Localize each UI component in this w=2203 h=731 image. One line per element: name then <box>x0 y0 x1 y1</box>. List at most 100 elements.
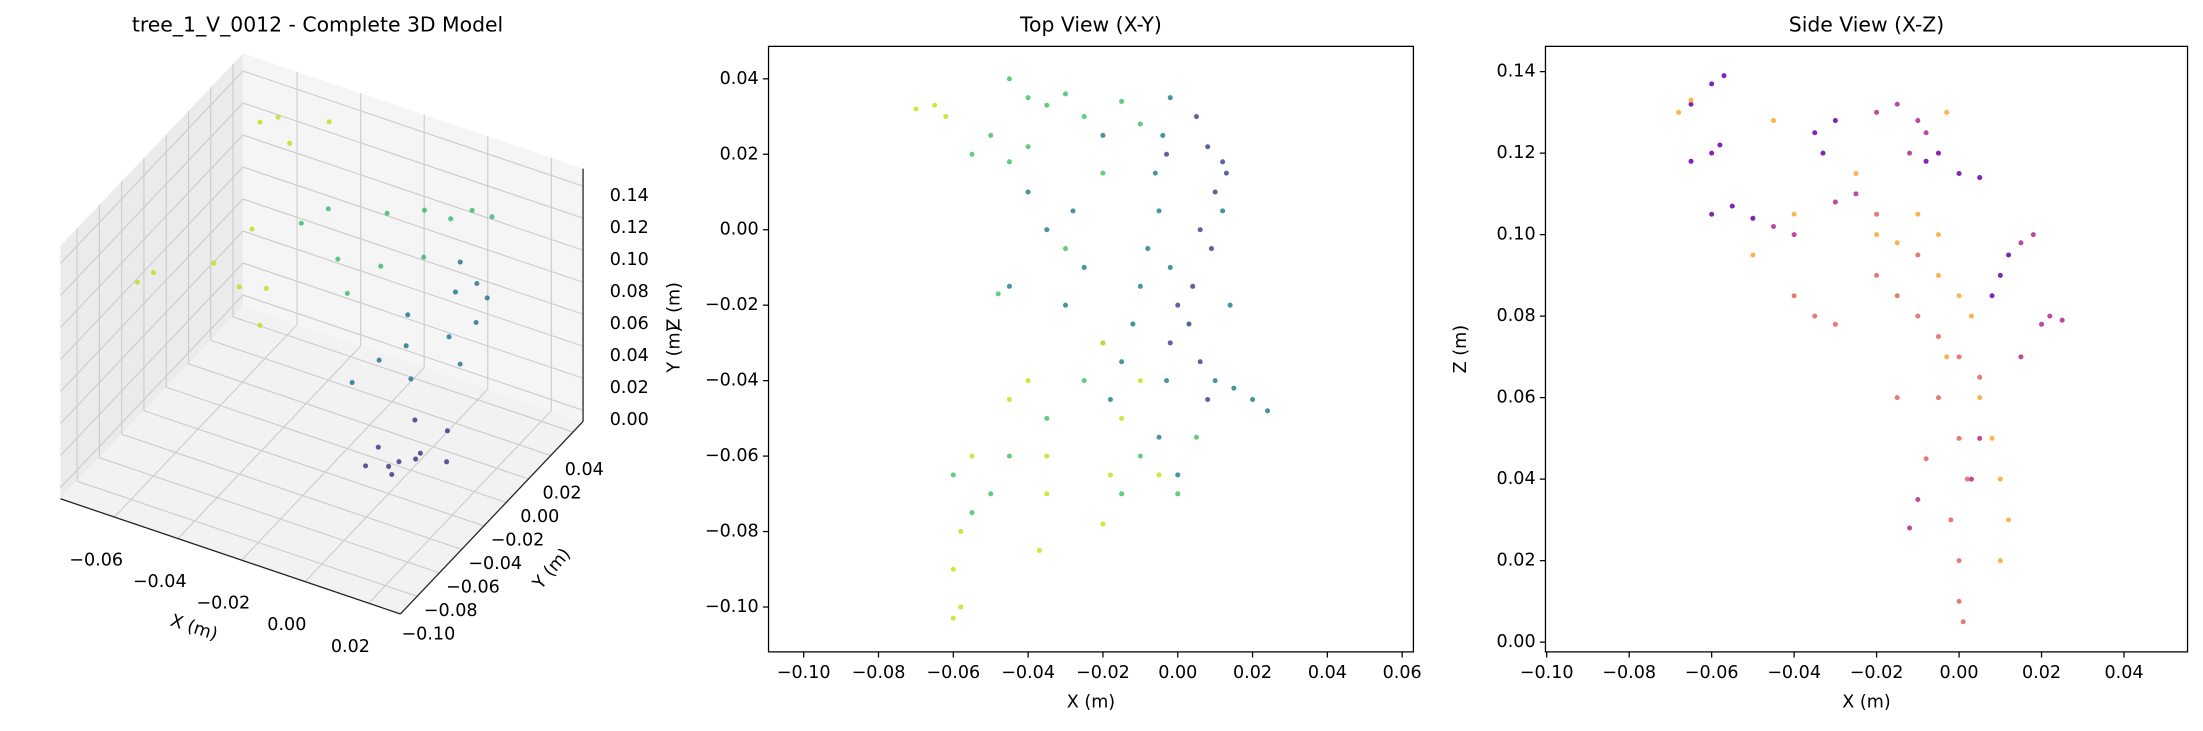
point <box>1167 264 1173 270</box>
point <box>988 132 994 138</box>
point <box>1923 456 1929 462</box>
x-axis-label: X (m) <box>168 611 220 645</box>
point <box>2006 517 2012 523</box>
point <box>1163 151 1170 157</box>
grid-line <box>242 262 584 379</box>
point <box>1190 283 1196 289</box>
grid-line <box>242 294 584 411</box>
point <box>995 291 1001 297</box>
point <box>1137 378 1143 384</box>
grid-line <box>99 457 440 574</box>
point <box>325 206 331 212</box>
point <box>474 280 480 287</box>
point <box>1205 144 1211 150</box>
point <box>1264 408 1271 414</box>
point <box>2006 252 2012 258</box>
point <box>1231 385 1237 391</box>
point <box>1208 246 1214 252</box>
point <box>1156 472 1162 478</box>
grid-line <box>241 367 425 561</box>
point <box>389 471 395 478</box>
point <box>1163 378 1170 384</box>
point <box>484 295 490 301</box>
grid-line <box>60 102 244 296</box>
grid-line <box>232 316 574 433</box>
z-tick-label: 0.04 <box>610 346 649 366</box>
point <box>1119 415 1125 421</box>
point <box>452 289 458 295</box>
chart-title: Top View (X-Y) <box>1019 12 1162 36</box>
point <box>1935 395 1941 401</box>
point <box>1044 453 1050 459</box>
point <box>1119 491 1125 497</box>
point <box>1107 396 1113 403</box>
y-axis-line <box>399 421 584 615</box>
y-tick-label: −0.10 <box>705 597 759 617</box>
point <box>386 463 392 469</box>
point <box>1729 203 1735 209</box>
y-tick-label: 0.02 <box>720 144 759 164</box>
point <box>1044 227 1050 233</box>
y-tick-label: −0.04 <box>705 371 759 391</box>
point <box>1186 321 1192 327</box>
point <box>958 529 964 535</box>
grid-line <box>60 294 244 488</box>
point <box>344 290 350 296</box>
point <box>150 270 156 276</box>
point <box>1044 415 1050 421</box>
grid-line <box>210 339 551 457</box>
point <box>1130 321 1136 327</box>
point <box>1156 208 1162 214</box>
x-tick-label: −0.02 <box>1076 663 1130 683</box>
y-tick-label: 0.04 <box>1497 469 1536 489</box>
point <box>1915 211 1921 217</box>
point <box>932 102 938 108</box>
point <box>457 361 463 367</box>
grid-line <box>114 324 298 518</box>
point <box>1160 132 1166 138</box>
point <box>349 379 355 386</box>
y-tick-label: 0.00 <box>720 220 759 240</box>
point <box>403 343 409 349</box>
y-tick-label: 0.14 <box>1497 62 1536 82</box>
y-tick-label: −0.06 <box>705 446 759 466</box>
point <box>211 260 217 266</box>
grid-line <box>242 198 584 315</box>
point <box>1960 619 1966 625</box>
grid-line <box>188 363 529 480</box>
point <box>1956 170 1962 177</box>
point <box>1070 208 1076 214</box>
point <box>1874 232 1880 238</box>
grid-line <box>60 134 244 328</box>
point <box>446 334 452 340</box>
point <box>1956 598 1962 604</box>
point <box>1935 333 1941 340</box>
point <box>1137 283 1143 289</box>
point <box>1977 395 1983 401</box>
y-tick-label: 0.04 <box>720 69 759 89</box>
point <box>1874 211 1880 217</box>
point <box>1989 435 1995 441</box>
point <box>2018 240 2024 246</box>
point <box>1935 232 1941 238</box>
grid-line <box>76 480 418 597</box>
x-tick-label: −0.02 <box>196 594 250 614</box>
y-tick-label: 0.04 <box>565 460 604 480</box>
point <box>417 450 423 456</box>
point <box>1832 117 1838 124</box>
point <box>287 140 293 146</box>
point <box>1894 293 1900 299</box>
z-tick-label: 0.08 <box>610 282 649 302</box>
point <box>257 119 263 125</box>
x-tick-label: −0.06 <box>69 551 123 571</box>
point <box>1006 396 1012 403</box>
z-tick-label: 0.10 <box>610 250 649 270</box>
plot-frame <box>1544 45 2189 653</box>
grid-line <box>121 433 462 550</box>
point <box>1935 150 1941 156</box>
point <box>1197 359 1203 365</box>
point <box>1205 396 1211 403</box>
point <box>1220 159 1226 165</box>
point <box>1964 476 1970 482</box>
